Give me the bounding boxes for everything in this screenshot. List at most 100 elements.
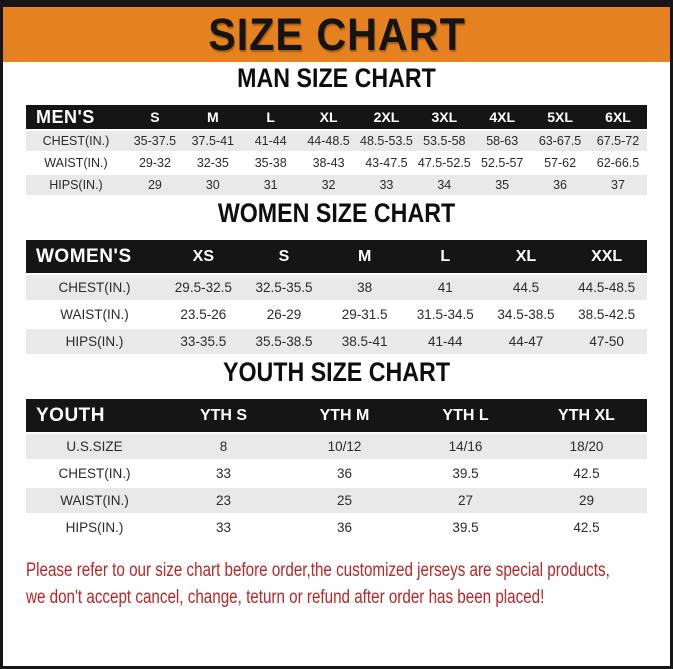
cell: 33 (163, 461, 284, 486)
column-header: YTH M (284, 399, 405, 432)
row-label: CHEST(IN.) (26, 461, 163, 486)
row-label: CHEST(IN.) (26, 131, 126, 151)
cell: 25 (284, 488, 405, 513)
cell: 8 (163, 434, 284, 459)
cell: 63-67.5 (531, 131, 589, 151)
cell: 38-43 (299, 153, 358, 173)
table-row: HIPS(IN.) 33-35.5 35.5-38.5 38.5-41 41-44 44-… (26, 329, 647, 354)
table-row: HIPS(IN.) 33 36 39.5 42.5 (26, 515, 647, 540)
cell: 47-50 (566, 329, 647, 354)
cell: 32-35 (183, 153, 242, 173)
column-header: M (324, 240, 405, 273)
cell: 48.5-53.5 (357, 131, 416, 151)
column-header: 2XL (357, 105, 416, 129)
cell: 32 (299, 175, 358, 195)
column-header: S (126, 105, 184, 129)
cell: 67.5-72 (589, 131, 647, 151)
women-size-section: WOMEN SIZE CHART WOMEN'S XS S M L XL XXL CHEST(… (3, 197, 670, 356)
row-label: CHEST(IN.) (26, 275, 163, 300)
cell: 47.5-52.5 (415, 153, 474, 173)
women-size-chart-heading: WOMEN SIZE CHART (217, 198, 456, 228)
column-header: YTH L (405, 399, 526, 432)
cell: 39.5 (405, 515, 526, 540)
footer-note: Please refer to our size chart before or… (26, 557, 670, 611)
cell: 27 (405, 488, 526, 513)
cell: 29-32 (126, 153, 184, 173)
column-header: S (243, 240, 325, 273)
youth-size-table: YOUTH YTH S YTH M YTH L YTH XL U.S.SIZE 8 10/12… (26, 397, 647, 542)
cell: 41 (404, 275, 486, 300)
cell: 18/20 (526, 434, 647, 459)
cell: 29 (126, 175, 184, 195)
cell: 44.5 (485, 275, 567, 300)
cell: 35.5-38.5 (243, 329, 325, 354)
cell: 36 (284, 515, 405, 540)
cell: 10/12 (284, 434, 405, 459)
table-row: CHEST(IN.) 29.5-32.5 32.5-35.5 38 41 44.5 44.5… (26, 275, 647, 300)
cell: 62-66.5 (589, 153, 647, 173)
table-row: WAIST(IN.) 29-32 32-35 35-38 38-43 43-47.5 47.… (26, 153, 647, 173)
youth-size-section: YOUTH SIZE CHART YOUTH YTH S YTH M YTH L YTH… (3, 356, 670, 542)
cell: 34 (415, 175, 474, 195)
cell: 41-44 (404, 329, 486, 354)
cell: 53.5-58 (415, 131, 474, 151)
column-header: XL (485, 240, 567, 273)
cell: 37.5-41 (183, 131, 242, 151)
cell: 38 (324, 275, 405, 300)
cell: 42.5 (526, 461, 647, 486)
column-header: YTH XL (526, 399, 647, 432)
cell: 43-47.5 (357, 153, 416, 173)
cell: 35-38 (241, 153, 300, 173)
man-size-chart-heading: MAN SIZE CHART (237, 63, 436, 93)
table-title: MEN'S (26, 105, 126, 129)
row-label: WAIST(IN.) (26, 153, 126, 173)
column-header: XL (299, 105, 358, 129)
column-header: L (241, 105, 300, 129)
cell: 29 (526, 488, 647, 513)
table-row: WAIST(IN.) 23 25 27 29 (26, 488, 647, 513)
cell: 39.5 (405, 461, 526, 486)
cell: 14/16 (405, 434, 526, 459)
header-row: MEN'S S M L XL 2XL 3XL 4XL 5XL 6XL (26, 105, 647, 129)
row-label: WAIST(IN.) (26, 488, 163, 513)
cell: 26-29 (243, 302, 325, 327)
column-header: 5XL (531, 105, 589, 129)
table-title: WOMEN'S (26, 240, 163, 273)
column-header: 3XL (415, 105, 474, 129)
page-title: SIZE CHART (207, 8, 466, 60)
cell: 33 (163, 515, 284, 540)
cell: 31.5-34.5 (404, 302, 486, 327)
cell: 57-62 (531, 153, 589, 173)
footer-line-1: Please refer to our size chart before or… (26, 560, 610, 581)
header-row: WOMEN'S XS S M L XL XXL (26, 240, 647, 273)
table-title: YOUTH (26, 399, 163, 432)
table-row: WAIST(IN.) 23.5-26 26-29 29-31.5 31.5-34.5 34… (26, 302, 647, 327)
table-row: CHEST(IN.) 35-37.5 37.5-41 41-44 44-48.5 48.5… (26, 131, 647, 151)
cell: 42.5 (526, 515, 647, 540)
man-size-table: MEN'S S M L XL 2XL 3XL 4XL 5XL 6XL CHEST(IN.) 35-37… (26, 103, 647, 197)
row-label: HIPS(IN.) (26, 175, 126, 195)
cell: 30 (183, 175, 242, 195)
cell: 52.5-57 (473, 153, 532, 173)
column-header: XXL (566, 240, 647, 273)
column-header: 6XL (589, 105, 647, 129)
row-label: U.S.SIZE (26, 434, 163, 459)
row-label: HIPS(IN.) (26, 329, 163, 354)
column-header: XS (163, 240, 244, 273)
table-row: U.S.SIZE 8 10/12 14/16 18/20 (26, 434, 647, 459)
column-header: 4XL (473, 105, 532, 129)
cell: 29-31.5 (324, 302, 405, 327)
footer-line-2: we don't accept cancel, change, teturn o… (26, 587, 545, 608)
cell: 23.5-26 (163, 302, 244, 327)
column-header: L (404, 240, 486, 273)
man-size-section: MAN SIZE CHART MEN'S S M L XL 2XL 3XL 4XL 5XL 6XL… (3, 62, 670, 197)
cell: 33 (357, 175, 416, 195)
banner: SIZE CHART (3, 7, 670, 62)
cell: 38.5-42.5 (566, 302, 647, 327)
row-label: HIPS(IN.) (26, 515, 163, 540)
cell: 44-47 (485, 329, 567, 354)
cell: 44-48.5 (299, 131, 358, 151)
cell: 38.5-41 (324, 329, 405, 354)
cell: 31 (241, 175, 300, 195)
header-row: YOUTH YTH S YTH M YTH L YTH XL (26, 399, 647, 432)
